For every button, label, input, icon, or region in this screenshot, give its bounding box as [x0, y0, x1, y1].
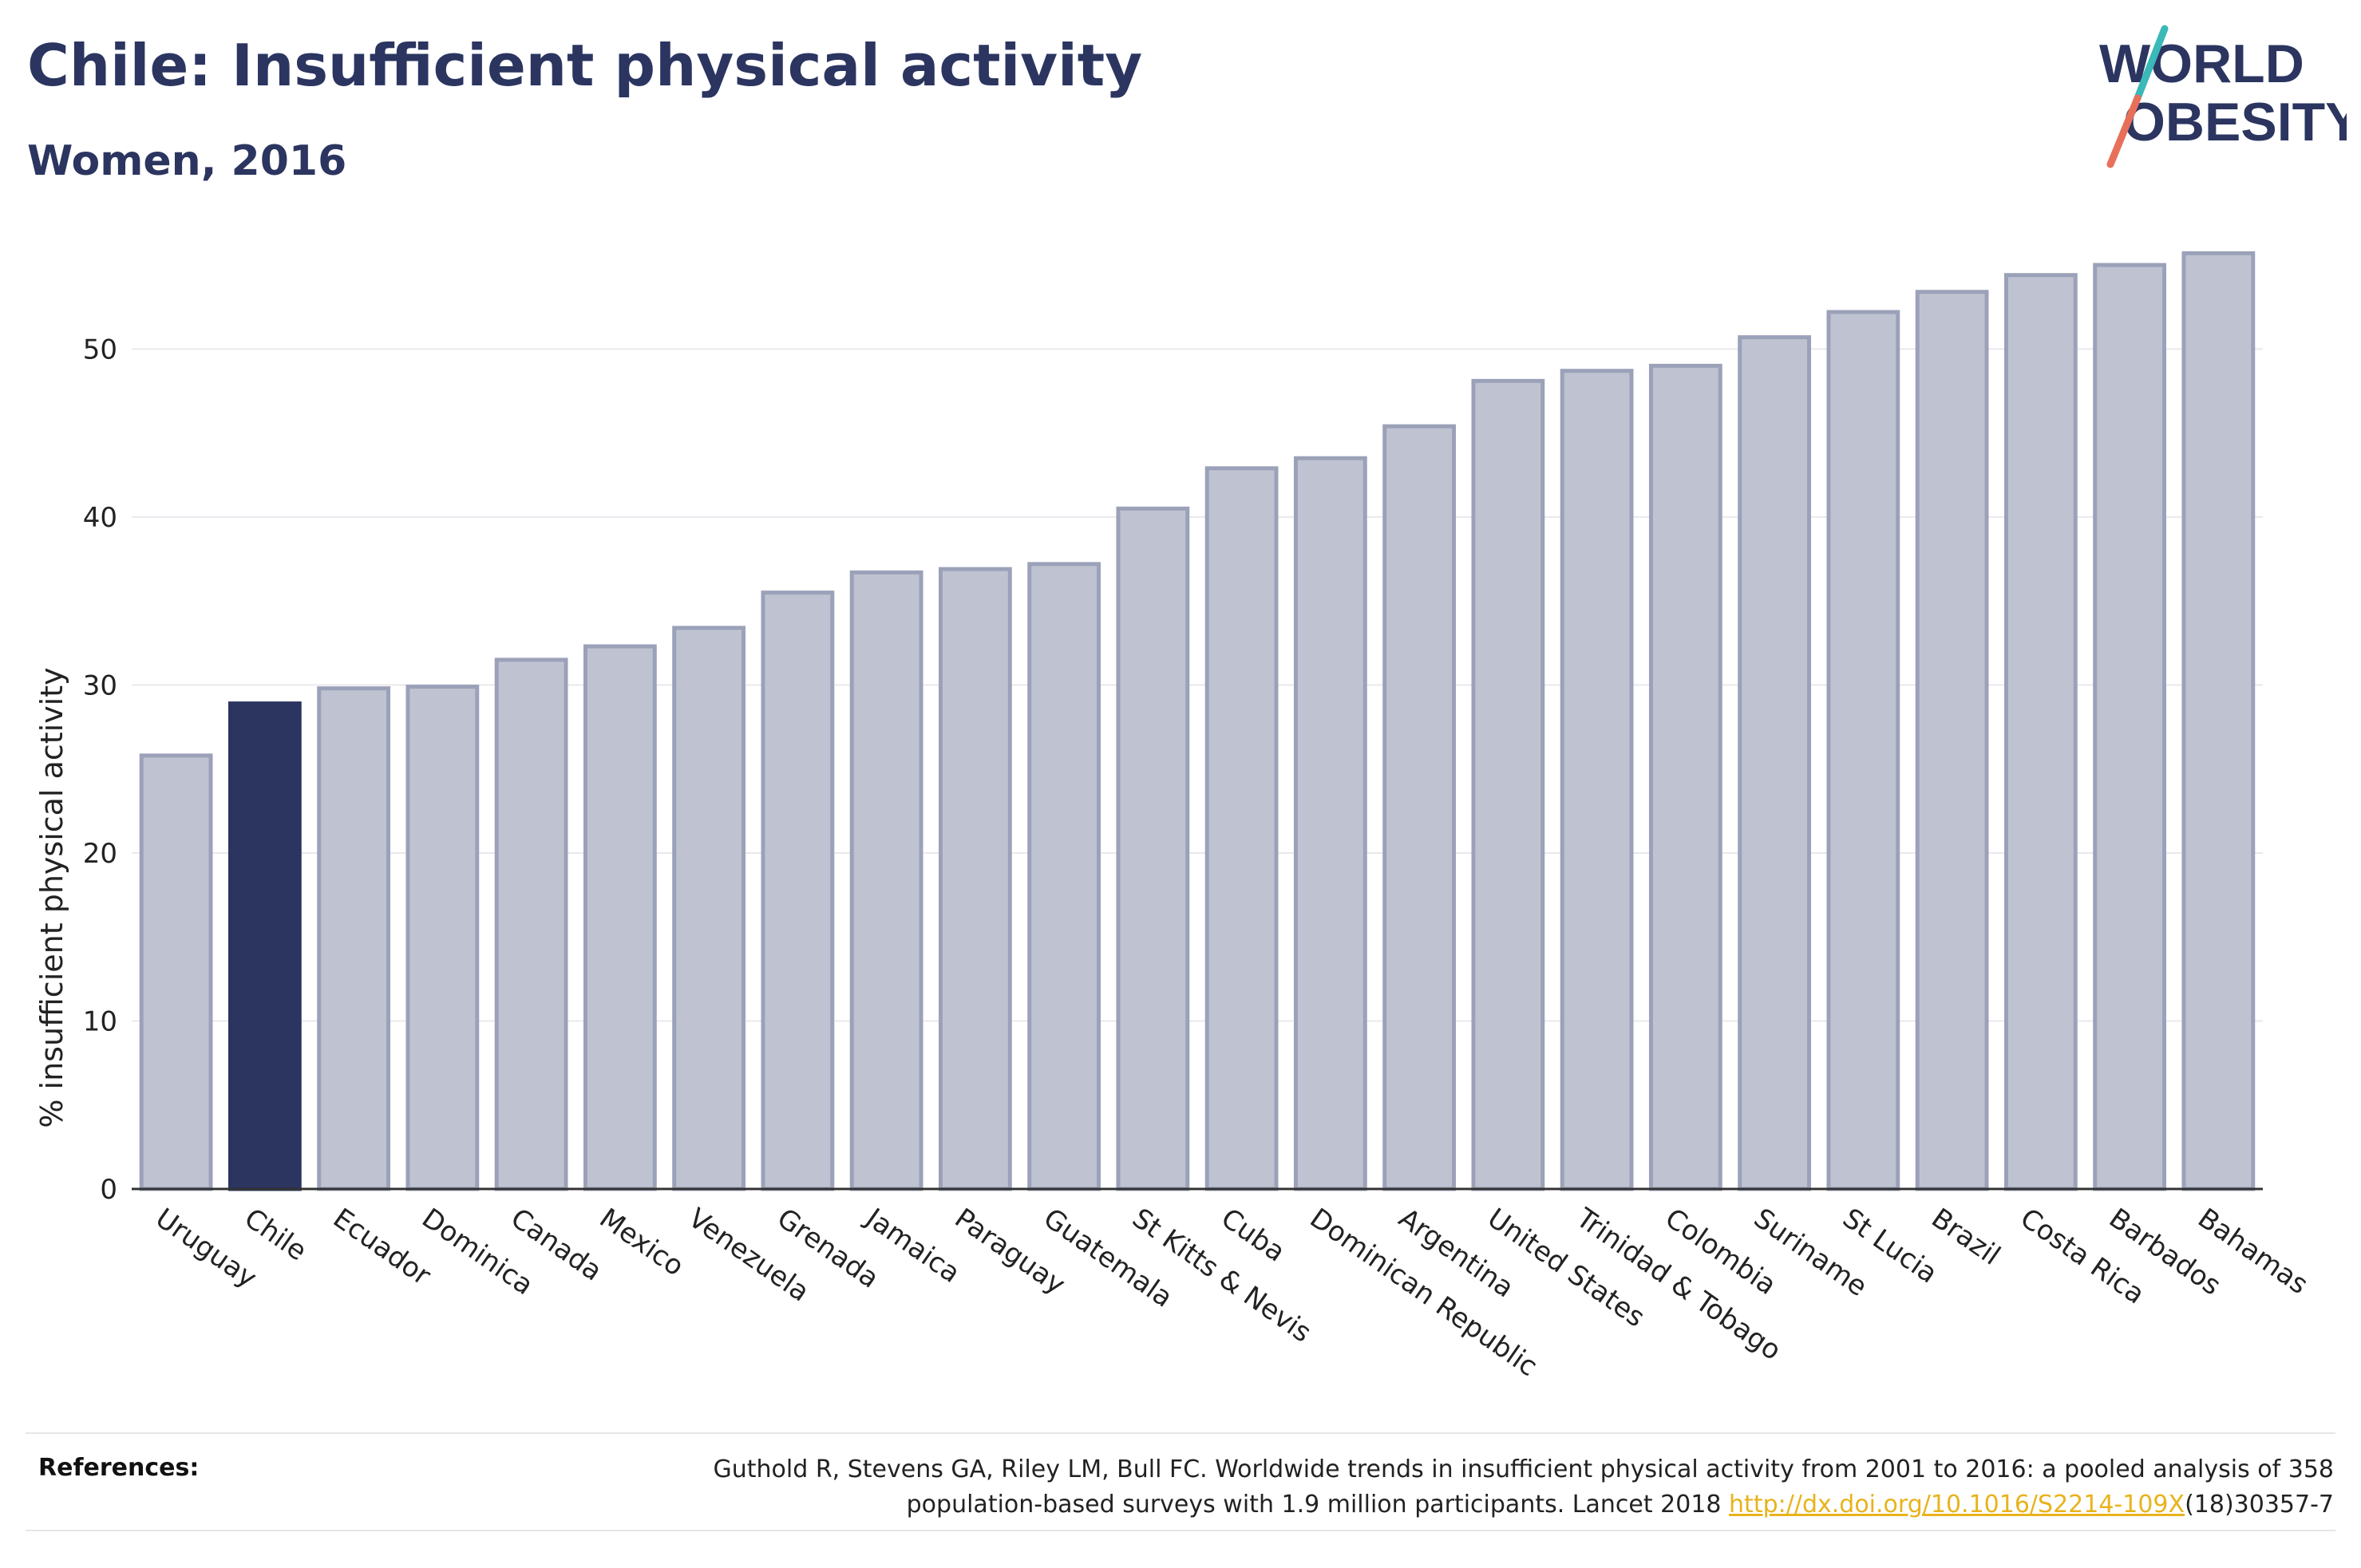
bar-jamaica: [849, 570, 923, 1191]
x-tick-label: Ecuador: [327, 1203, 437, 1292]
world-obesity-logo: WORLD OBESITY: [2099, 25, 2347, 168]
references-divider-bottom: [26, 1530, 2335, 1531]
chart-subtitle: Women, 2016: [27, 137, 347, 185]
reference-line-1: Guthold R, Stevens GA, Riley LM, Bull FC…: [713, 1455, 2334, 1483]
bar-canada: [494, 658, 568, 1191]
bar-venezuela: [672, 626, 746, 1191]
bar-barbados: [2093, 263, 2167, 1191]
bar-ecuador: [317, 686, 391, 1191]
bar-dominica: [405, 685, 480, 1191]
bar-colombia: [1648, 363, 1722, 1191]
references-text: Guthold R, Stevens GA, Riley LM, Bull FC…: [498, 1452, 2334, 1523]
bars: [132, 251, 2263, 1191]
y-tick-label: 20: [83, 838, 117, 870]
x-tick-label: Chile: [239, 1203, 313, 1268]
x-tick-label: Mexico: [594, 1203, 690, 1283]
references-divider-top: [26, 1432, 2335, 1434]
y-axis-ticks: 0 10 20 30 40 50: [83, 334, 117, 1206]
bar-st-kitts-nevis: [1116, 506, 1190, 1191]
y-tick-label: 0: [100, 1174, 117, 1206]
logo-line1: WORLD: [2099, 34, 2304, 94]
x-tick-label: United States: [1481, 1203, 1651, 1334]
bar-grenada: [761, 590, 835, 1191]
bar-uruguay: [139, 753, 213, 1191]
reference-line-2-suffix: (18)30357-7: [2185, 1491, 2334, 1519]
bar-paraguay: [938, 567, 1012, 1191]
bar-chile: [227, 701, 302, 1191]
bar-cuba: [1204, 466, 1279, 1191]
y-tick-label: 30: [83, 669, 117, 701]
y-axis-label: % insufficient physical activity: [34, 667, 69, 1128]
y-tick-label: 40: [83, 502, 117, 534]
references-label: References:: [38, 1454, 200, 1482]
grid-lines: [132, 348, 2263, 1022]
bar-trinidad-tobago: [1560, 369, 1634, 1191]
bar-united-states: [1471, 378, 1545, 1191]
reference-line-2-prefix: population-based surveys with 1.9 millio…: [906, 1491, 1730, 1519]
bar-mexico: [583, 644, 657, 1191]
bar-bahamas: [2181, 251, 2256, 1191]
reference-doi-link[interactable]: http://dx.doi.org/10.1016/S2214-109X: [1729, 1491, 2185, 1519]
bar-brazil: [1915, 290, 1989, 1191]
bar-dominican-republic: [1293, 456, 1367, 1191]
bar-guatemala: [1027, 562, 1101, 1191]
bar-argentina: [1382, 424, 1457, 1191]
bar-costa-rica: [2003, 273, 2078, 1191]
bar-suriname: [1738, 335, 1812, 1191]
x-tick-label: Uruguay: [149, 1203, 262, 1295]
chart-title: Chile: Insufficient physical activity: [27, 32, 1143, 99]
bar-st-lucia: [1826, 310, 1900, 1191]
logo-line2: OBESITY: [2123, 92, 2347, 152]
reference-line-2: population-based surveys with 1.9 millio…: [498, 1487, 2334, 1523]
y-tick-label: 10: [83, 1005, 117, 1037]
y-tick-label: 50: [83, 334, 117, 365]
